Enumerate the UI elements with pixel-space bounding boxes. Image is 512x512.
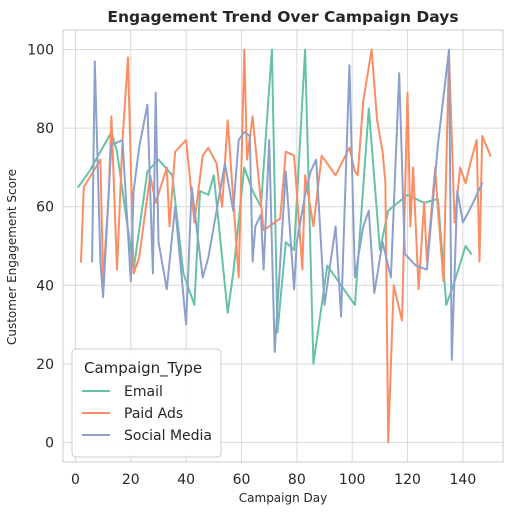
plot-area-frame [62, 29, 504, 463]
x-tick-label: 140 [450, 472, 477, 488]
legend-label: Social Media [124, 428, 212, 444]
x-tick-label: 120 [394, 472, 421, 488]
y-tick-labels: 0 20 40 60 80 100 [27, 43, 54, 452]
x-tick-label: 0 [71, 472, 80, 488]
y-tick-label: 80 [36, 121, 54, 137]
series-layer [77, 48, 492, 444]
legend-label: Paid Ads [124, 406, 183, 422]
x-axis-label: Campaign Day [239, 491, 327, 505]
y-axis-label: Customer Engagement Score [5, 169, 19, 345]
series-line-paid-ads [80, 48, 492, 444]
x-tick-labels: 0 20 40 60 80 100 120 140 [71, 472, 476, 488]
x-tick-label: 60 [233, 472, 251, 488]
x-tick-label: 40 [177, 472, 195, 488]
legend-entries: Email Paid Ads Social Media [82, 384, 212, 444]
legend-box [71, 348, 222, 458]
y-tick-label: 20 [36, 357, 54, 373]
legend-title: Campaign_Type [84, 359, 202, 378]
legend-label: Email [124, 384, 163, 400]
x-tick-label: 20 [122, 472, 140, 488]
legend: Campaign_Type Email Paid Ads Social Media [71, 348, 222, 458]
x-tick-label: 100 [339, 472, 366, 488]
x-tick-label: 80 [288, 472, 306, 488]
y-tick-label: 0 [45, 435, 54, 451]
series-line-social-media [91, 48, 484, 361]
chart-title: Engagement Trend Over Campaign Days [107, 8, 458, 26]
y-tick-label: 60 [36, 200, 54, 216]
y-tick-label: 100 [27, 43, 54, 59]
y-tick-label: 40 [36, 278, 54, 294]
series-line-email [77, 48, 473, 365]
